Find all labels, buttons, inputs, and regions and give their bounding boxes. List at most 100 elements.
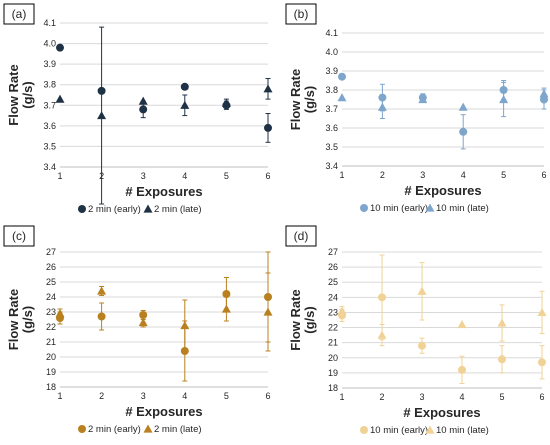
data-point-triangle [97, 286, 107, 295]
data-point-triangle [337, 306, 347, 315]
x-tick-label: 2 [99, 391, 104, 401]
x-tick-label: 3 [420, 170, 425, 180]
data-point-triangle [377, 102, 387, 111]
legend-marker-triangle [425, 425, 435, 434]
y-tick-label: 4.1 [43, 18, 56, 28]
data-point-triangle [457, 320, 467, 329]
y-tick-label: 3.9 [325, 66, 338, 76]
y-tick-label: 27 [328, 247, 338, 257]
x-tick-label: 6 [539, 392, 544, 402]
data-point-circle [418, 341, 426, 350]
data-point-circle [338, 72, 346, 81]
y-axis-title: Flow Rate(g/s) [6, 64, 35, 125]
chart-panel: (b) 3.4 3.5 3.6 3.7 3.8 3.9 4.0 4.1 1 2 3 4 5 6 # Expos… [285, 3, 549, 214]
y-tick-label: 4.0 [325, 47, 338, 57]
x-tick-label: 5 [501, 170, 506, 180]
legend-marker-triangle [425, 203, 435, 212]
data-point-circle [264, 123, 272, 132]
y-axis-title-line: Flow Rate [288, 289, 303, 350]
y-tick-label: 25 [46, 277, 56, 287]
data-point-triangle [55, 309, 65, 318]
y-axis-title: Flow Rate(g/s) [6, 289, 35, 350]
legend-item: 2 min (late) [143, 204, 202, 215]
data-point-circle [139, 311, 148, 319]
legend-label: 2 min (late) [154, 204, 202, 215]
y-tick-label: 4.0 [43, 39, 56, 49]
data-point-circle [56, 43, 64, 52]
x-axis-title: # Exposures [404, 183, 481, 198]
legend-label: 10 min (late) [436, 425, 489, 436]
data-point-circle [222, 290, 231, 298]
data-point-circle [538, 358, 546, 367]
y-tick-label: 24 [46, 292, 56, 302]
x-tick-label: 3 [141, 391, 146, 401]
legend-label: 2 min (late) [154, 424, 202, 435]
y-axis-title-line: (g/s) [20, 306, 35, 333]
data-point-triangle [221, 98, 231, 107]
x-tick-label: 5 [224, 391, 229, 401]
panel-label-frame [3, 3, 35, 25]
data-point-triangle [337, 93, 347, 102]
y-tick-label: 22 [46, 322, 56, 332]
legend-label: 10 min (early) [370, 203, 428, 214]
panel-label: (d) [294, 229, 309, 243]
series-early [56, 43, 272, 143]
data-point-circle [458, 365, 466, 374]
legend-label: 10 min (late) [436, 203, 489, 214]
x-tick-label: 5 [224, 171, 229, 181]
data-point-triangle [221, 304, 231, 313]
data-point-circle [378, 293, 386, 302]
data-point-triangle [180, 321, 190, 330]
y-tick-label: 27 [46, 247, 56, 257]
panel-label: (a) [12, 7, 27, 21]
y-tick-label: 3.5 [325, 142, 338, 152]
x-axis-title: # Exposures [125, 404, 202, 419]
y-tick-label: 19 [46, 367, 56, 377]
y-tick-label: 19 [328, 368, 338, 378]
data-point-triangle [458, 102, 468, 111]
data-point-circle [180, 82, 189, 91]
legend-item: 10 min (early) [360, 203, 428, 214]
data-point-triangle [263, 307, 273, 316]
data-point-circle [459, 127, 468, 136]
x-tick-label: 2 [379, 392, 384, 402]
panel-label-box: (d) [285, 225, 317, 247]
data-point-triangle [138, 318, 148, 327]
data-point-triangle [537, 307, 547, 317]
y-tick-label: 26 [328, 262, 338, 272]
panel-label-frame [3, 225, 35, 247]
x-tick-label: 6 [541, 170, 546, 180]
data-point-triangle [138, 96, 148, 105]
x-tick-label: 4 [461, 170, 466, 180]
data-point-triangle [497, 318, 507, 327]
legend-marker-circle [360, 204, 368, 212]
panel-label-box: (b) [285, 3, 317, 25]
series-early [338, 254, 546, 384]
x-tick-label: 3 [419, 392, 424, 402]
series-early [338, 72, 548, 150]
panel-label-box: (c) [3, 225, 35, 247]
y-tick-label: 4.1 [325, 28, 338, 38]
y-tick-label: 21 [46, 337, 56, 347]
y-tick-label: 20 [328, 353, 338, 363]
y-tick-label: 26 [46, 262, 56, 272]
legend-label: 10 min (early) [370, 425, 428, 436]
panel-label-box: (a) [3, 3, 35, 25]
x-tick-label: 6 [265, 171, 270, 181]
legend-label: 2 min (early) [88, 424, 141, 435]
legend-marker-circle [78, 205, 86, 213]
y-axis-title-line: (g/s) [20, 81, 35, 108]
x-tick-label: 1 [57, 171, 62, 181]
legend-item: 2 min (early) [78, 204, 141, 215]
y-tick-label: 3.4 [43, 162, 56, 172]
x-tick-label: 6 [265, 391, 270, 401]
legend: 2 min (early) 2 min (late) [78, 204, 202, 215]
legend-item: 10 min (late) [425, 425, 489, 436]
y-axis-title-line: Flow Rate [288, 69, 303, 130]
y-axis-title-line: Flow Rate [6, 64, 21, 125]
data-point-triangle [97, 111, 107, 120]
y-tick-label: 18 [46, 382, 56, 392]
data-point-triangle [263, 84, 273, 93]
